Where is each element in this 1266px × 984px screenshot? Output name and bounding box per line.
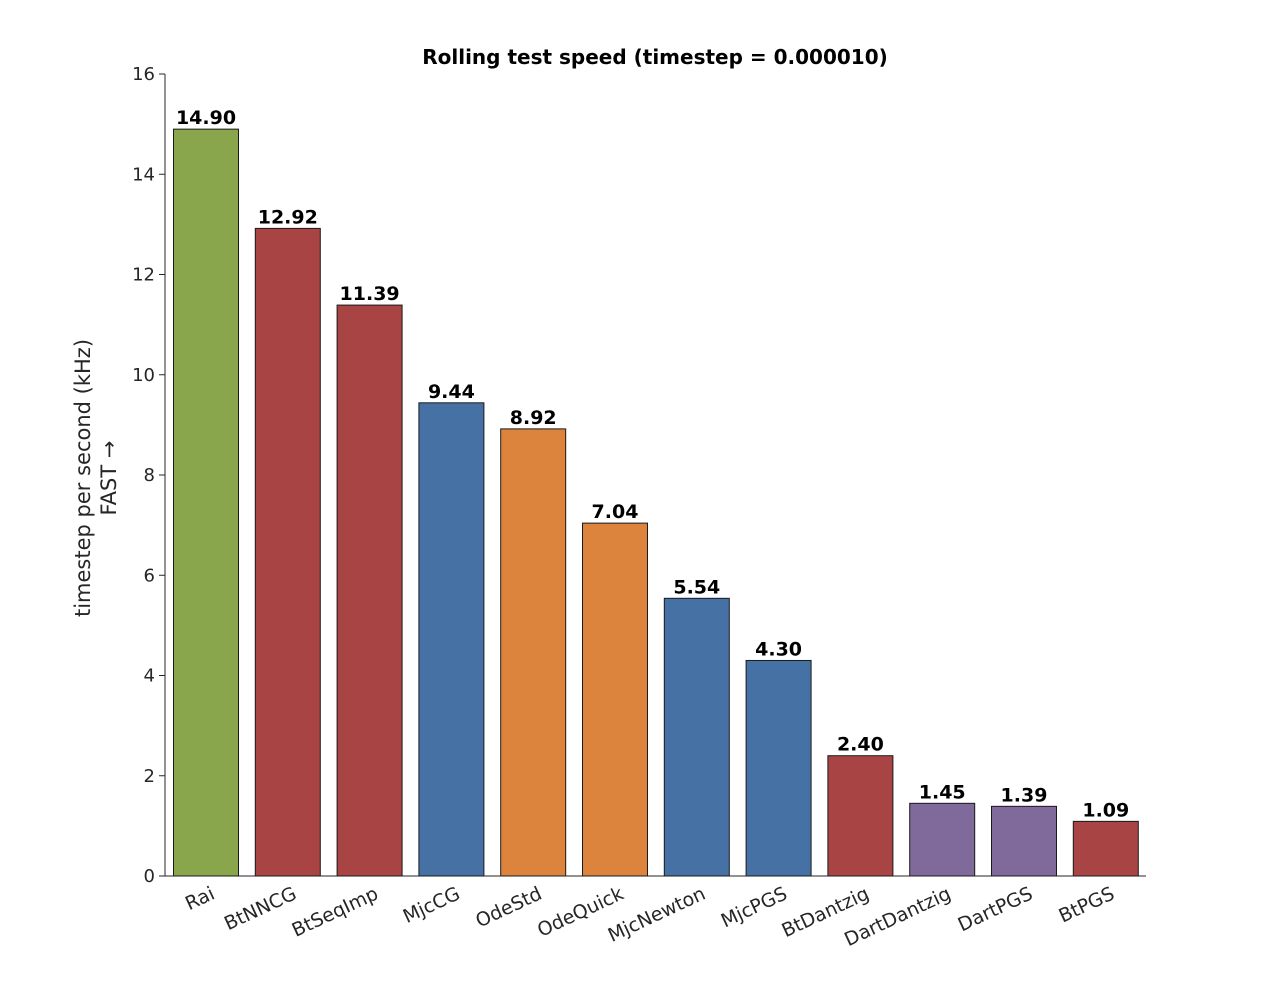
data-label: 8.92	[510, 407, 557, 429]
x-tick-label: BtNNCG	[221, 883, 300, 935]
data-label: 5.54	[673, 576, 720, 598]
y-axis-label-line2: FAST →	[97, 441, 121, 516]
y-tick-label: 14	[132, 164, 155, 185]
x-tick-label: BtPGS	[1055, 883, 1118, 928]
data-label: 9.44	[428, 381, 475, 403]
bar-dartpgs	[991, 805, 1057, 877]
x-tick-label: BtSeqImp	[289, 883, 382, 942]
data-label: 4.30	[755, 638, 802, 660]
bar-odestd	[500, 428, 567, 877]
data-label: 11.39	[340, 283, 400, 305]
data-labels-group: 14.90 12.92 11.39 9.44 8.92 7.04 5.54 4.30 2.40 1…	[176, 107, 1129, 821]
y-tick-label: 6	[144, 565, 155, 586]
y-axis-label-line1: timestep per second (kHz)	[71, 339, 95, 617]
x-tick-label: MjcCG	[400, 883, 464, 928]
bar-mjcpgs	[745, 659, 812, 877]
bar-odequick	[582, 522, 648, 877]
data-label: 1.45	[919, 781, 966, 803]
y-axis-label: timestep per second (kHz) FAST →	[71, 339, 121, 617]
bar-mjcnewton	[663, 597, 730, 877]
y-tick-label: 4	[144, 666, 155, 687]
y-axis-ticks: 0 2 4 6 8 10 12 14 16	[132, 64, 165, 887]
x-tick-label: Rai	[182, 883, 218, 915]
y-tick-label: 12	[132, 265, 155, 286]
data-label: 1.09	[1082, 799, 1129, 821]
y-tick-label: 2	[144, 766, 155, 787]
data-label: 7.04	[592, 501, 639, 523]
bar-rai	[173, 128, 239, 877]
bar-btdantzig	[827, 755, 894, 877]
bars-group	[173, 128, 1139, 877]
y-tick-label: 8	[144, 465, 155, 486]
y-tick-label: 10	[132, 365, 155, 386]
data-label: 2.40	[837, 734, 884, 756]
x-tick-label: DartPGS	[955, 883, 1037, 937]
data-label: 12.92	[258, 206, 318, 228]
data-label: 14.90	[176, 107, 236, 129]
bar-btpgs	[1072, 820, 1139, 877]
bar-dartdantzig	[909, 802, 976, 877]
data-label: 1.39	[1001, 784, 1048, 806]
x-tick-label: OdeStd	[472, 883, 545, 933]
chart-title: Rolling test speed (timestep = 0.000010)	[422, 45, 888, 69]
bar-btseqimp	[336, 304, 403, 877]
y-tick-label: 0	[144, 866, 155, 887]
bar-btnncg	[254, 227, 321, 877]
y-tick-label: 16	[132, 64, 155, 85]
bar-mjccg	[418, 402, 485, 877]
